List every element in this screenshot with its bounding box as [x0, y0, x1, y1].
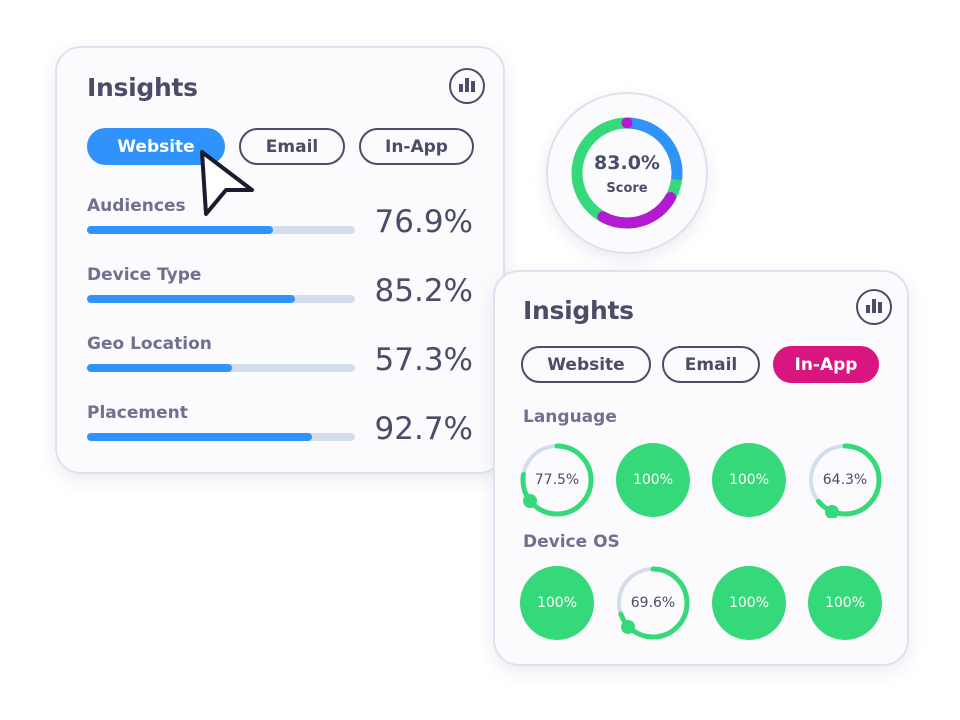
ring-value: 100% — [536, 595, 578, 611]
metric-value: 57.3% — [374, 342, 473, 378]
metric-label: Geo Location — [87, 334, 212, 354]
metric-label: Audiences — [87, 196, 186, 216]
metric-value: 76.9% — [374, 204, 473, 240]
progress-ring: 100% — [711, 565, 787, 641]
tab-email[interactable]: Email — [239, 128, 345, 165]
bar-chart-icon[interactable] — [856, 289, 892, 325]
progress-ring: 100% — [615, 442, 691, 518]
ring-value: 69.6% — [630, 595, 676, 611]
progress-ring: 100% — [711, 442, 787, 518]
tab-email[interactable]: Email — [662, 346, 760, 383]
metric-value: 85.2% — [374, 273, 473, 309]
progress-ring: 100% — [807, 565, 883, 641]
progress-ring: 69.6% — [615, 565, 691, 641]
score-label: Score — [606, 181, 648, 196]
metric-label: Device Type — [87, 265, 202, 285]
progress-ring: 77.5% — [519, 442, 595, 518]
tab-website[interactable]: Website — [87, 128, 225, 165]
mouse-pointer-icon — [200, 150, 254, 216]
metric-value: 92.7% — [374, 411, 473, 447]
progress-ring: 64.3% — [807, 442, 883, 518]
ring-value: 100% — [728, 472, 770, 488]
metric-label: Placement — [87, 403, 188, 423]
tab-in-app[interactable]: In-App — [359, 128, 474, 165]
insights-card-in-app: Insights Website Email In-App Language 7… — [493, 270, 909, 666]
ring-value: 64.3% — [822, 472, 868, 488]
score-value: 83.0% — [594, 152, 660, 174]
section-label-language: Language — [523, 407, 617, 427]
card-title: Insights — [87, 73, 198, 102]
tab-website[interactable]: Website — [521, 346, 651, 383]
progress-bar — [87, 295, 355, 303]
section-label-device-os: Device OS — [523, 532, 620, 552]
tab-in-app[interactable]: In-App — [773, 346, 879, 383]
bar-chart-icon[interactable] — [449, 68, 485, 104]
progress-bar — [87, 226, 355, 234]
score-donut: 83.0% Score — [546, 92, 708, 254]
ring-value: 100% — [632, 472, 674, 488]
ring-value: 77.5% — [534, 472, 580, 488]
ring-value: 100% — [824, 595, 866, 611]
insights-card-website: Insights Website Email In-App Audiences … — [55, 46, 505, 474]
ring-value: 100% — [728, 595, 770, 611]
progress-bar — [87, 433, 355, 441]
card-title: Insights — [523, 296, 634, 325]
donut-chart — [571, 117, 683, 229]
progress-ring: 100% — [519, 565, 595, 641]
progress-bar — [87, 364, 355, 372]
